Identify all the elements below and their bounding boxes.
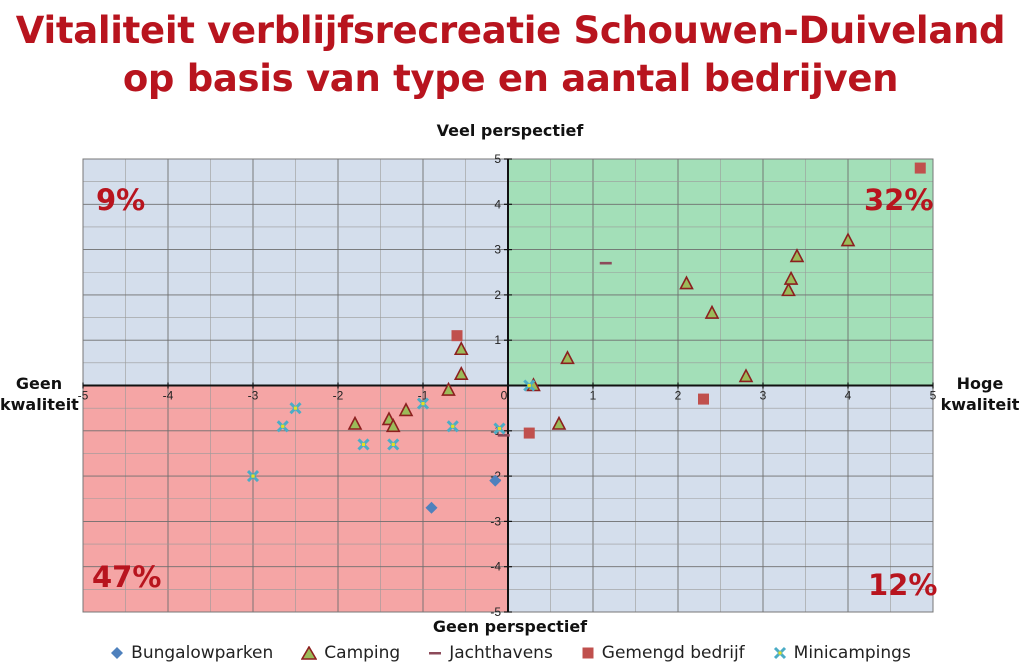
data-point-square (698, 393, 709, 405)
data-point-triangle (679, 275, 694, 290)
x-tick-label: -5 (78, 389, 89, 403)
x-tick-label: -1 (418, 389, 429, 403)
legend-label: Minicampings (793, 643, 911, 663)
legend-item-minicampings: Minicampings (773, 643, 911, 663)
y-tick-label: -5 (490, 605, 501, 619)
legend-item-jachthavens: Jachthavens (428, 643, 553, 663)
data-point-triangle (453, 365, 469, 380)
data-point-x (276, 420, 289, 433)
series-bungalowparken (425, 474, 502, 514)
x-tick-label: 3 (760, 389, 767, 403)
data-point-square (914, 162, 926, 174)
data-points (246, 162, 926, 514)
legend-label: Gemengd bedrijf (601, 643, 745, 663)
legend-item-gemengd-bedrijf: Gemengd bedrijf (581, 643, 745, 663)
x-tick-label: -4 (163, 389, 174, 403)
chart-title-line-1: Vitaliteit verblijfsrecreatie Schouwen-D… (15, 9, 1006, 52)
data-point-x (523, 379, 536, 392)
data-point-triangle (385, 418, 401, 433)
data-point-diamond (489, 474, 502, 487)
x-marker-icon (773, 646, 786, 660)
series-camping (347, 232, 856, 433)
quadrant-top-left-percentage: 9% (96, 183, 146, 217)
y-tick-label: 3 (494, 243, 501, 257)
data-point-square (451, 330, 463, 342)
quadrant-bottom-right-percentage: 12% (868, 568, 938, 602)
data-point-x (446, 420, 459, 433)
x-axis-right-label-line-2: kwaliteit (940, 395, 1020, 414)
data-point-x (289, 402, 302, 415)
diamond-marker-icon (111, 647, 124, 659)
x-tick-label: 2 (675, 389, 682, 403)
y-axis-top-label: Veel perspectief (436, 121, 584, 140)
legend-item-bungalowparken: Bungalowparken (110, 643, 273, 663)
data-point-diamond (425, 501, 438, 514)
data-point-triangle (789, 248, 805, 263)
data-point-triangle (840, 232, 856, 247)
y-tick-label: 5 (494, 152, 501, 166)
data-point-x (246, 470, 260, 483)
x-tick-label: 0 (501, 389, 508, 403)
series-minicampings (246, 379, 536, 483)
x-axis-left-label-line-1: Geen (15, 374, 63, 393)
x-tick-label: -3 (248, 389, 259, 403)
x-tick-label: 1 (590, 389, 597, 403)
data-point-x (493, 422, 506, 435)
legend-label: Camping (324, 643, 401, 663)
x-axis-left-label-line-2: kwaliteit (0, 395, 79, 414)
x-axis-right-label: Hoge kwaliteit (940, 373, 1020, 415)
y-tick-label: 4 (494, 197, 501, 211)
data-point-triangle (453, 341, 469, 356)
quadrant-bottom-left-percentage: 47% (92, 560, 162, 594)
legend: Bungalowparken Camping Jachthavens Gemen… (0, 643, 1021, 663)
series-gemengd-bedrijf (451, 162, 926, 439)
dash-marker-icon (429, 652, 442, 655)
axes (82, 158, 934, 613)
data-point-triangle (560, 350, 575, 365)
y-tick-label: -3 (490, 514, 501, 528)
legend-label: Jachthavens (449, 643, 553, 663)
y-tick-label: 1 (494, 333, 501, 347)
legend-item-camping: Camping (301, 643, 400, 663)
data-point-triangle (441, 381, 456, 396)
data-point-dash (497, 434, 510, 437)
data-point-triangle (704, 304, 720, 319)
data-point-x (387, 438, 400, 451)
quadrant-top-right-percentage: 32% (864, 183, 934, 217)
data-point-triangle (551, 415, 567, 430)
x-tick-label: -2 (333, 389, 344, 403)
y-tick-label: 2 (494, 288, 501, 302)
y-axis-bottom-label: Geen perspectief (432, 617, 588, 636)
legend-label: Bungalowparken (131, 643, 274, 663)
x-tick-label: 4 (845, 389, 852, 403)
chart-title-line-2: op basis van type en aantal bedrijven (122, 57, 899, 100)
data-point-triangle (398, 402, 414, 417)
data-point-x (416, 397, 430, 410)
x-axis-right-label-line-1: Hoge (956, 374, 1004, 393)
x-axis-left-label: Geen kwaliteit (0, 373, 79, 415)
y-tick-label: -4 (490, 560, 501, 574)
data-point-triangle (738, 368, 754, 383)
x-tick-label: 5 (930, 389, 937, 403)
square-marker-icon (582, 647, 594, 659)
series-jachthavens (497, 261, 612, 437)
data-point-triangle (783, 270, 799, 285)
data-point-x (357, 438, 370, 451)
data-point-triangle (347, 415, 363, 430)
data-point-dash (599, 261, 612, 265)
triangle-marker-icon (301, 646, 318, 660)
data-point-triangle (781, 282, 796, 297)
data-point-square (523, 427, 535, 439)
